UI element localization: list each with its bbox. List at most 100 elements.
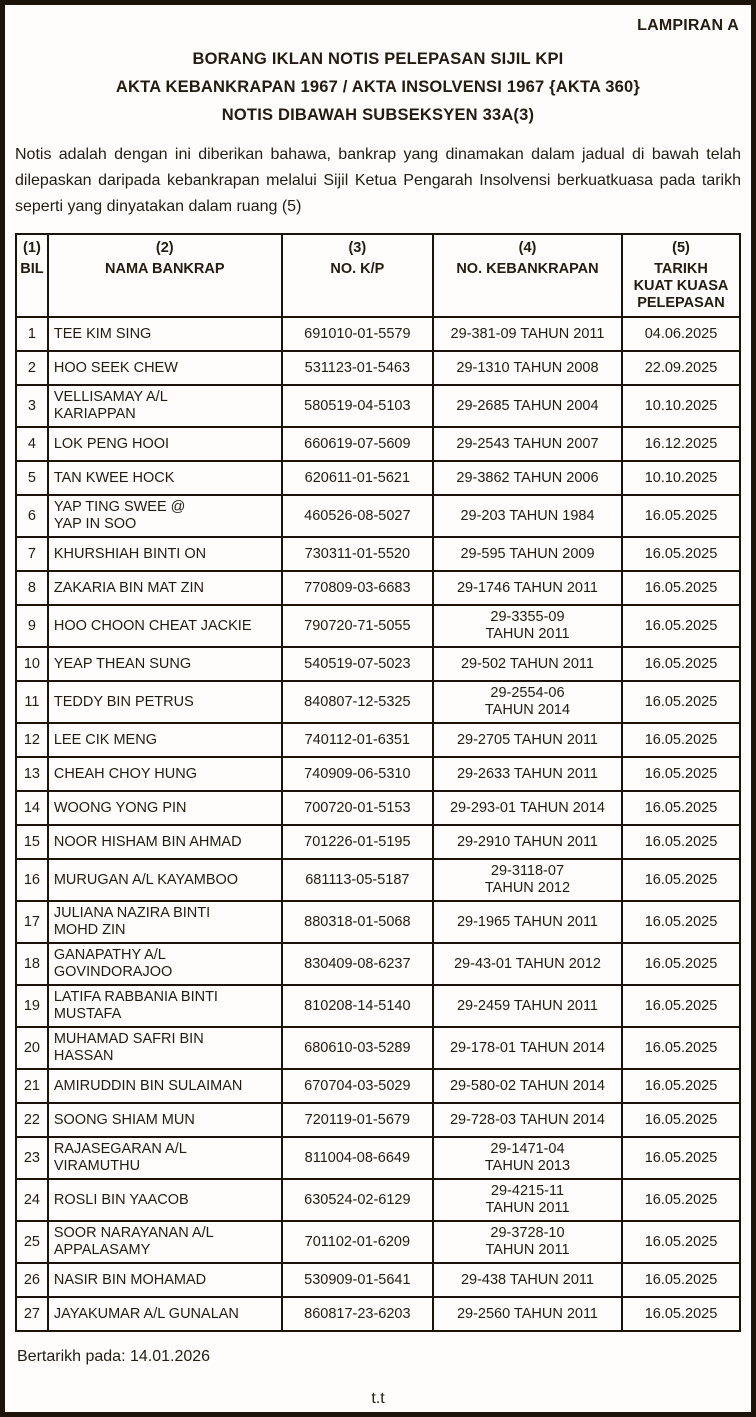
bil-cell: 4 <box>15 426 49 462</box>
nama-cell: LEE CIK MENG <box>46 722 283 758</box>
table-row: 16 MURUGAN A/L KAYAMBOO 681113-05-5187 2… <box>15 858 742 902</box>
tarikh-cell: 16.05.2025 <box>620 604 742 648</box>
column-label: TARIKH KUAT KUASA PELEPASAN <box>633 261 729 311</box>
column-label: NO. K/P <box>330 261 385 277</box>
column-label: NO. KEBANKRAPAN <box>456 261 599 277</box>
kebankrapan-cell: 29-2554-06 TAHUN 2014 <box>432 680 623 724</box>
kebankrapan-cell: 29-2910 TAHUN 2011 <box>432 824 623 860</box>
bil-cell: 14 <box>15 790 49 826</box>
kp-cell: 530909-01-5641 <box>280 1262 435 1298</box>
kp-cell: 670704-03-5029 <box>280 1068 435 1104</box>
tarikh-cell: 16.05.2025 <box>620 824 742 860</box>
kebankrapan-cell: 29-1746 TAHUN 2011 <box>432 570 623 606</box>
column-label: BIL <box>20 261 44 277</box>
bil-cell: 11 <box>15 680 49 724</box>
nama-cell: RAJASEGARAN A/L VIRAMUTHU <box>46 1136 283 1180</box>
bil-cell: 2 <box>15 350 49 386</box>
tarikh-cell: 16.05.2025 <box>620 1102 742 1138</box>
nama-cell: LOK PENG HOOI <box>46 426 283 462</box>
table-row: 12 LEE CIK MENG 740112-01-6351 29-2705 T… <box>15 722 742 758</box>
tarikh-cell: 16.05.2025 <box>620 1068 742 1104</box>
nama-cell: HOO CHOON CHEAT JACKIE <box>46 604 283 648</box>
table-header-row: (1) BIL (2) NAMA BANKRAP (3) NO. K/P (4)… <box>15 233 742 318</box>
tarikh-cell: 16.05.2025 <box>620 1026 742 1070</box>
kp-cell: 830409-08-6237 <box>280 942 435 986</box>
nama-cell: MURUGAN A/L KAYAMBOO <box>46 858 283 902</box>
column-label: NAMA BANKRAP <box>105 261 225 277</box>
kebankrapan-cell: 29-2560 TAHUN 2011 <box>432 1296 623 1332</box>
notice-title-line-2: AKTA KEBANKRAPAN 1967 / AKTA INSOLVENSI … <box>115 78 641 96</box>
bil-cell: 9 <box>15 604 49 648</box>
tarikh-cell: 10.10.2025 <box>620 384 742 428</box>
tarikh-cell: 16.05.2025 <box>620 722 742 758</box>
tarikh-cell: 16.12.2025 <box>620 426 742 462</box>
dated-line: Bertarikh pada: 14.01.2026 <box>17 1348 211 1365</box>
nama-cell: TEE KIM SING <box>46 316 283 352</box>
kp-cell: 701226-01-5195 <box>280 824 435 860</box>
table-row: 27 JAYAKUMAR A/L GUNALAN 860817-23-6203 … <box>15 1296 742 1332</box>
column-header-bil: (1) BIL <box>15 233 49 318</box>
tarikh-cell: 16.05.2025 <box>620 1262 742 1298</box>
table-row: 24 ROSLI BIN YAACOB 630524-02-6129 29-42… <box>15 1178 742 1222</box>
kebankrapan-cell: 29-728-03 TAHUN 2014 <box>432 1102 623 1138</box>
tarikh-cell: 16.05.2025 <box>620 790 742 826</box>
bil-cell: 22 <box>15 1102 49 1138</box>
bil-cell: 20 <box>15 1026 49 1070</box>
bil-cell: 21 <box>15 1068 49 1104</box>
nama-cell: CHEAH CHOY HUNG <box>46 756 283 792</box>
tarikh-cell: 16.05.2025 <box>620 756 742 792</box>
kp-cell: 680610-03-5289 <box>280 1026 435 1070</box>
bil-cell: 7 <box>15 536 49 572</box>
nama-cell: LATIFA RABBANIA BINTI MUSTAFA <box>46 984 283 1028</box>
bil-cell: 6 <box>15 494 49 538</box>
table-row: 6 YAP TING SWEE @ YAP IN SOO 460526-08-5… <box>15 494 742 538</box>
table-row: 2 HOO SEEK CHEW 531123-01-5463 29-1310 T… <box>15 350 742 386</box>
kp-cell: 840807-12-5325 <box>280 680 435 724</box>
kebankrapan-cell: 29-293-01 TAHUN 2014 <box>432 790 623 826</box>
kp-cell: 701102-01-6209 <box>280 1220 435 1264</box>
column-number: (4) <box>518 240 537 256</box>
nama-cell: ROSLI BIN YAACOB <box>46 1178 283 1222</box>
column-number: (3) <box>348 240 367 256</box>
kp-cell: 730311-01-5520 <box>280 536 435 572</box>
lampiran-tag: LAMPIRAN A <box>637 17 739 34</box>
column-header-nama-bankrap: (2) NAMA BANKRAP <box>46 233 283 318</box>
kp-cell: 770809-03-6683 <box>280 570 435 606</box>
nama-cell: MUHAMAD SAFRI BIN HASSAN <box>46 1026 283 1070</box>
kp-cell: 860817-23-6203 <box>280 1296 435 1332</box>
tarikh-cell: 16.05.2025 <box>620 1178 742 1222</box>
nama-cell: TAN KWEE HOCK <box>46 460 283 496</box>
bil-cell: 17 <box>15 900 49 944</box>
kebankrapan-cell: 29-502 TAHUN 2011 <box>432 646 623 682</box>
bil-cell: 19 <box>15 984 49 1028</box>
table-row: 9 HOO CHOON CHEAT JACKIE 790720-71-5055 … <box>15 604 742 648</box>
intro-paragraph: Notis adalah dengan ini diberikan bahawa… <box>15 146 741 215</box>
tarikh-cell: 16.05.2025 <box>620 984 742 1028</box>
nama-cell: SOONG SHIAM MUN <box>46 1102 283 1138</box>
tarikh-cell: 16.05.2025 <box>620 494 742 538</box>
kebankrapan-cell: 29-4215-11 TAHUN 2011 <box>432 1178 623 1222</box>
signature-block: t.t ....................................… <box>13 1390 743 1412</box>
column-number: (5) <box>672 240 690 256</box>
tarikh-cell: 22.09.2025 <box>620 350 742 386</box>
kebankrapan-cell: 29-2543 TAHUN 2007 <box>432 426 623 462</box>
kebankrapan-cell: 29-3862 TAHUN 2006 <box>432 460 623 496</box>
kp-cell: 681113-05-5187 <box>280 858 435 902</box>
nama-cell: VELLISAMAY A/L KARIAPPAN <box>46 384 283 428</box>
kebankrapan-cell: 29-438 TAHUN 2011 <box>432 1262 623 1298</box>
nama-cell: JULIANA NAZIRA BINTI MOHD ZIN <box>46 900 283 944</box>
column-header-tarikh-kuat-kuasa: (5) TARIKH KUAT KUASA PELEPASAN <box>620 233 742 318</box>
table-row: 13 CHEAH CHOY HUNG 740909-06-5310 29-263… <box>15 756 742 792</box>
bil-cell: 3 <box>15 384 49 428</box>
table-row: 17 JULIANA NAZIRA BINTI MOHD ZIN 880318-… <box>15 900 742 944</box>
notice-title-block: BORANG IKLAN NOTIS PELEPASAN SIJIL KPI A… <box>13 45 743 129</box>
kp-cell: 691010-01-5579 <box>280 316 435 352</box>
table-row: 5 TAN KWEE HOCK 620611-01-5621 29-3862 T… <box>15 460 742 496</box>
kp-cell: 720119-01-5679 <box>280 1102 435 1138</box>
kp-cell: 740112-01-6351 <box>280 722 435 758</box>
table-row: 7 KHURSHIAH BINTI ON 730311-01-5520 29-5… <box>15 536 742 572</box>
column-number: (2) <box>155 240 174 256</box>
nama-cell: SOOR NARAYANAN A/L APPALASAMY <box>46 1220 283 1264</box>
nama-cell: ZAKARIA BIN MAT ZIN <box>46 570 283 606</box>
kp-cell: 540519-07-5023 <box>280 646 435 682</box>
